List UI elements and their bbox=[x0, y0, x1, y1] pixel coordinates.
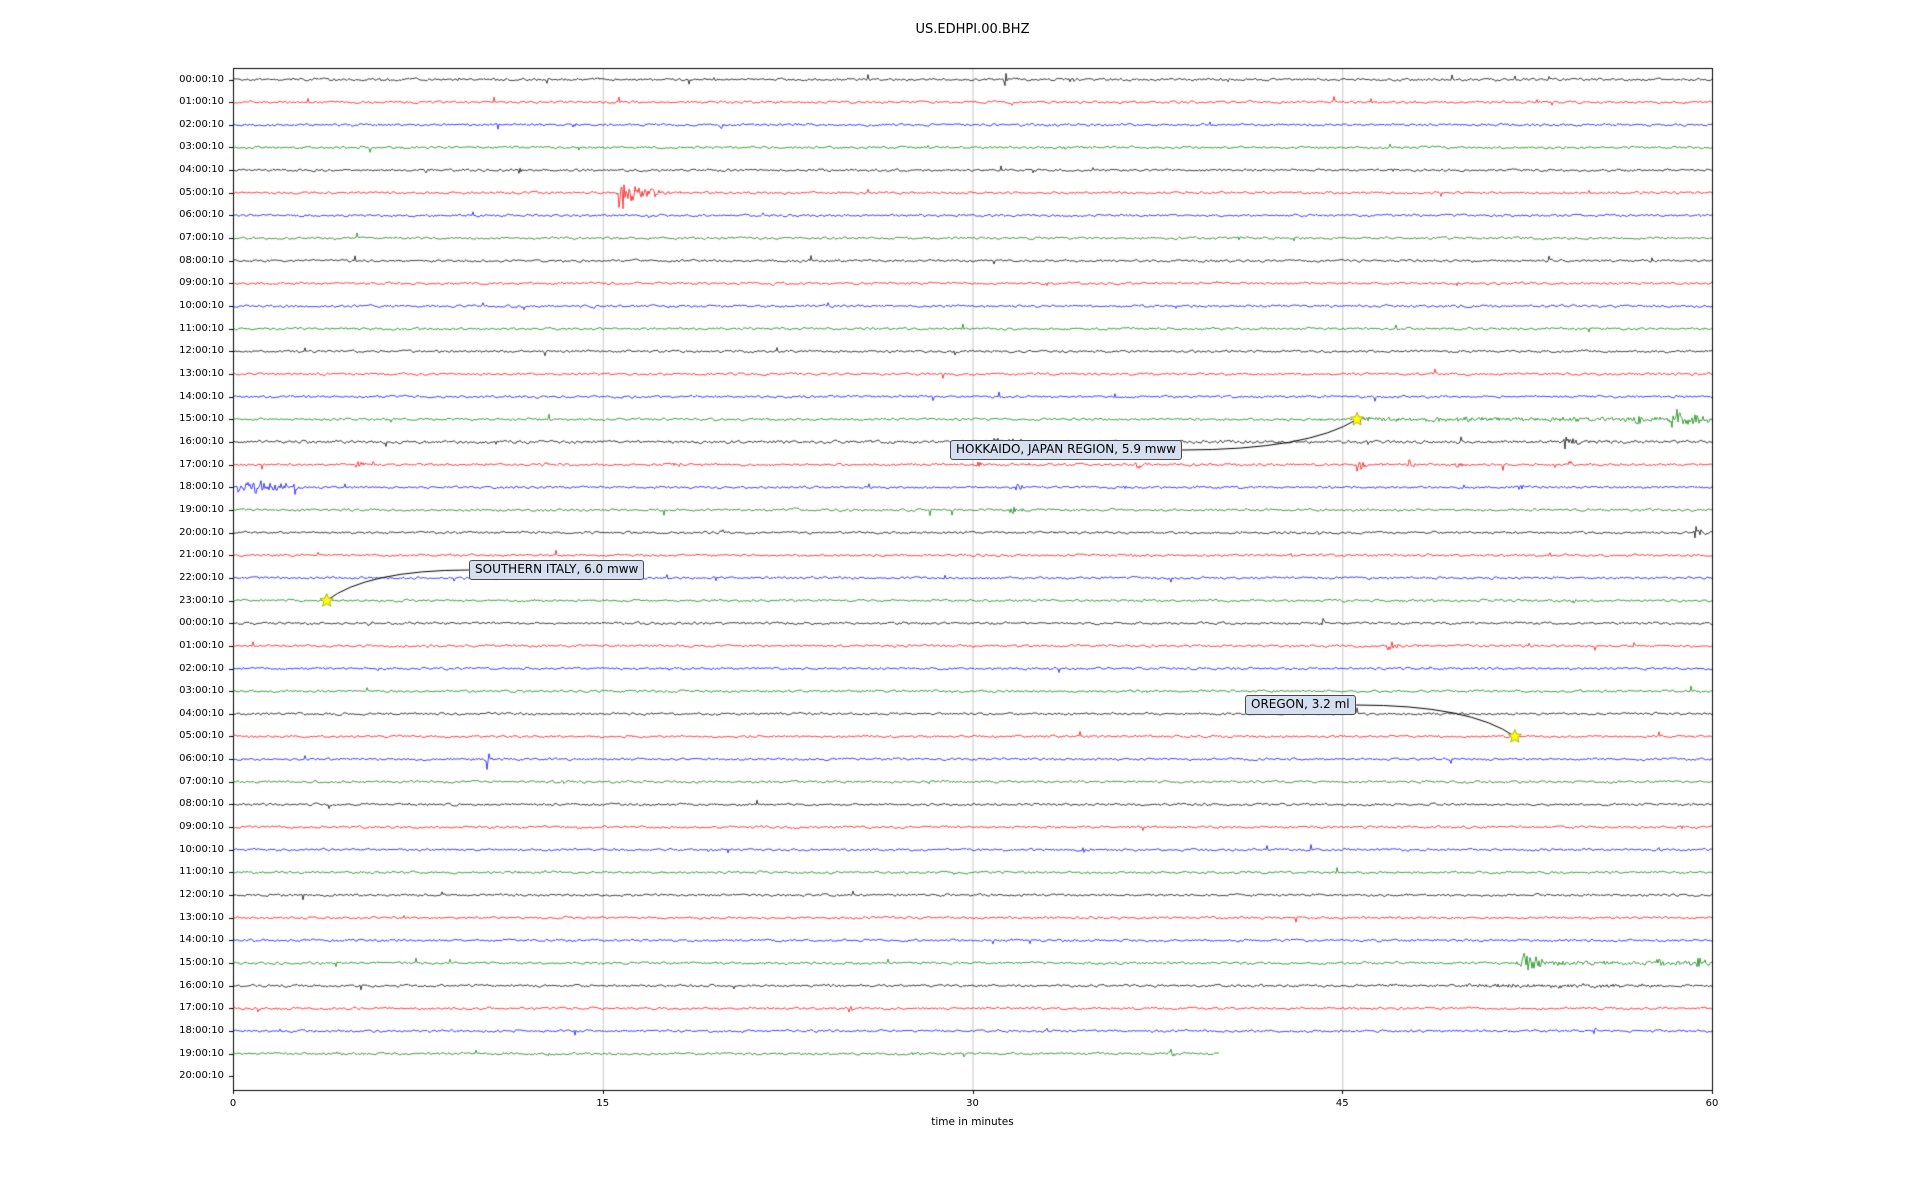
row-label: 06:00:10 bbox=[179, 753, 224, 765]
x-tick-label: 30 bbox=[966, 1098, 979, 1109]
row-label: 14:00:10 bbox=[179, 934, 224, 946]
row-label: 20:00:10 bbox=[179, 526, 224, 538]
event-annotation: OREGON, 3.2 ml bbox=[1245, 695, 1356, 715]
row-label: 01:00:10 bbox=[179, 96, 224, 108]
row-label: 09:00:10 bbox=[179, 277, 224, 289]
row-label: 05:00:10 bbox=[179, 730, 224, 742]
row-label: 18:00:10 bbox=[179, 481, 224, 493]
row-label: 01:00:10 bbox=[179, 639, 224, 651]
row-label: 02:00:10 bbox=[179, 662, 224, 674]
row-label: 20:00:10 bbox=[179, 1070, 224, 1082]
row-label: 03:00:10 bbox=[179, 685, 224, 697]
row-label: 19:00:10 bbox=[179, 1047, 224, 1059]
row-label: 02:00:10 bbox=[179, 118, 224, 130]
event-annotation: SOUTHERN ITALY, 6.0 mww bbox=[469, 560, 645, 580]
row-label: 17:00:10 bbox=[179, 458, 224, 470]
row-label: 06:00:10 bbox=[179, 209, 224, 221]
row-label: 19:00:10 bbox=[179, 503, 224, 515]
x-tick-label: 45 bbox=[1335, 1098, 1349, 1109]
row-label: 09:00:10 bbox=[179, 821, 224, 833]
event-annotation: HOKKAIDO, JAPAN REGION, 5.9 mww bbox=[950, 440, 1183, 460]
row-label: 00:00:10 bbox=[179, 73, 224, 85]
row-label: 13:00:10 bbox=[179, 911, 224, 923]
row-label: 08:00:10 bbox=[179, 254, 224, 266]
row-label: 14:00:10 bbox=[179, 390, 224, 402]
row-label: 04:00:10 bbox=[179, 164, 224, 176]
row-label: 23:00:10 bbox=[179, 594, 224, 606]
row-label: 08:00:10 bbox=[179, 798, 224, 810]
row-label: 16:00:10 bbox=[179, 435, 224, 447]
row-label: 15:00:10 bbox=[179, 413, 224, 425]
row-label: 11:00:10 bbox=[179, 866, 224, 878]
row-label: 03:00:10 bbox=[179, 141, 224, 153]
row-label: 12:00:10 bbox=[179, 345, 224, 357]
row-label: 16:00:10 bbox=[179, 979, 224, 991]
row-label: 00:00:10 bbox=[179, 617, 224, 629]
row-label: 21:00:10 bbox=[179, 549, 224, 561]
x-tick-label: 60 bbox=[1705, 1098, 1719, 1109]
row-label: 18:00:10 bbox=[179, 1025, 224, 1036]
x-axis-label: time in minutes bbox=[931, 1116, 1014, 1128]
row-label: 10:00:10 bbox=[179, 300, 224, 312]
row-label: 07:00:10 bbox=[179, 232, 224, 244]
row-label: 22:00:10 bbox=[179, 571, 224, 583]
row-label: 17:00:10 bbox=[179, 1002, 224, 1014]
row-label: 12:00:10 bbox=[179, 889, 224, 901]
row-label: 15:00:10 bbox=[179, 957, 224, 969]
x-tick-label: 15 bbox=[596, 1098, 610, 1109]
row-label: 05:00:10 bbox=[179, 186, 224, 198]
row-label: 07:00:10 bbox=[179, 775, 224, 787]
row-label: 04:00:10 bbox=[179, 707, 224, 719]
row-label: 11:00:10 bbox=[179, 322, 224, 334]
x-tick-label: 0 bbox=[229, 1098, 237, 1109]
row-label: 10:00:10 bbox=[179, 843, 224, 855]
row-label: 13:00:10 bbox=[179, 368, 224, 379]
